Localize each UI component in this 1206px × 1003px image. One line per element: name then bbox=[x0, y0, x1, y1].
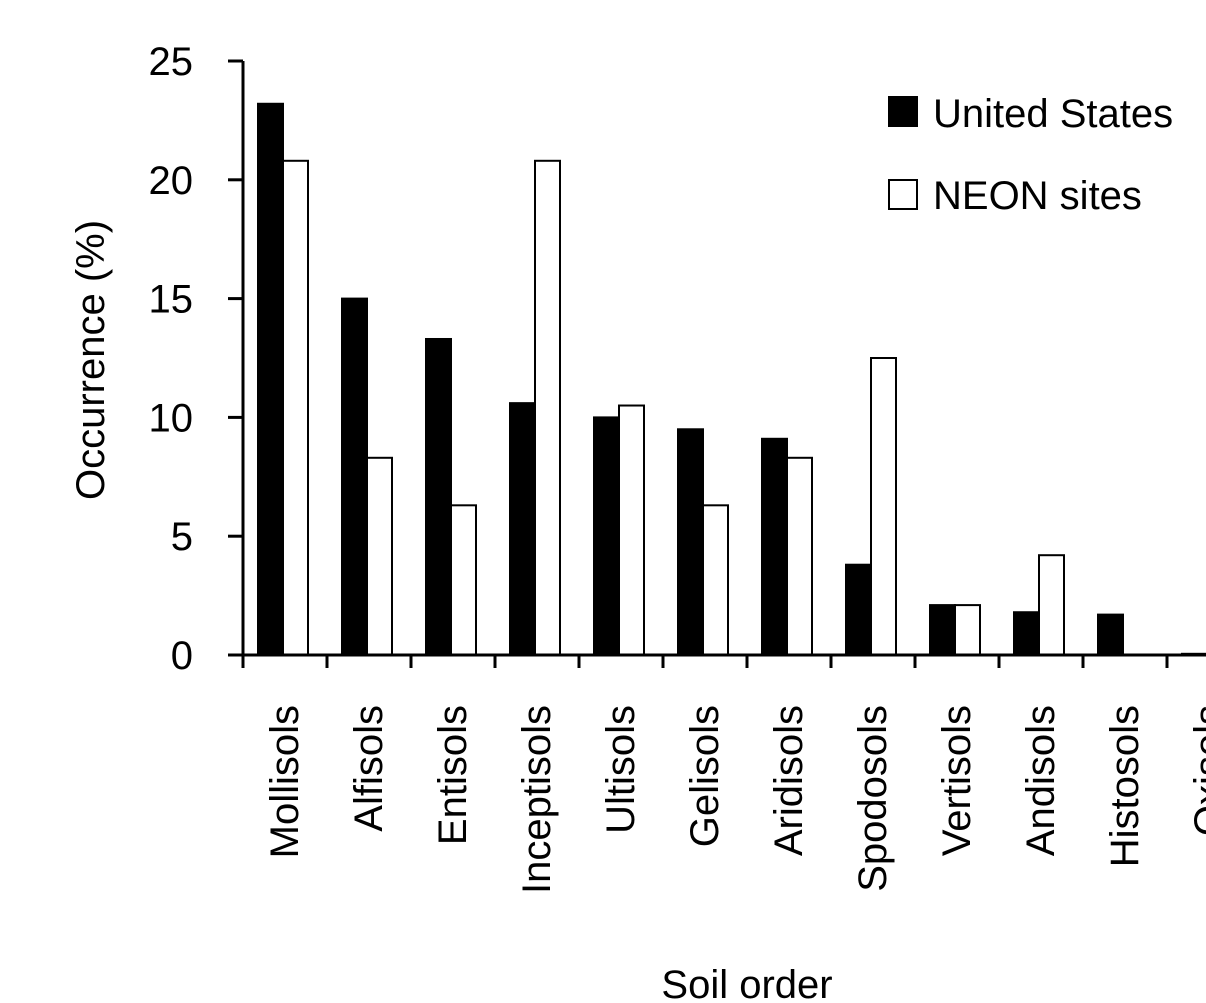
bar-united-states-vertisols bbox=[929, 604, 956, 657]
x-tick-label-inceptisols: Inceptisols bbox=[515, 705, 559, 894]
bar-united-states-histosols bbox=[1097, 613, 1124, 656]
legend-swatch-neon-sites bbox=[888, 179, 918, 210]
bar-neon-sites-entisols bbox=[450, 504, 477, 657]
bars bbox=[257, 102, 1206, 657]
y-tick-label: 5 bbox=[171, 515, 193, 559]
legend-swatch-united-states bbox=[888, 96, 918, 127]
bar-neon-sites-andisols bbox=[1038, 554, 1065, 657]
x-tick-label-spodosols: Spodosols bbox=[851, 705, 895, 892]
bar-united-states-entisols bbox=[425, 337, 452, 656]
x-tick-label-vertisols: Vertisols bbox=[935, 705, 979, 856]
y-tick-label: 20 bbox=[149, 159, 194, 203]
y-ticks: 0 5 10 15 20 25 bbox=[149, 40, 243, 678]
bar-united-states-inceptisols bbox=[509, 402, 536, 657]
bar-united-states-mollisols bbox=[257, 102, 284, 656]
bar-united-states-gelisols bbox=[677, 428, 704, 656]
x-tick-label-mollisols: Mollisols bbox=[263, 705, 307, 858]
bar-united-states-aridisols bbox=[761, 437, 788, 656]
x-tick-label-oxisols: Oxisols bbox=[1187, 705, 1206, 836]
x-tick-label-andisols: Andisols bbox=[1019, 705, 1063, 856]
bar-united-states-spodosols bbox=[845, 563, 872, 656]
x-tick-label-alfisols: Alfisols bbox=[347, 705, 391, 832]
axes bbox=[228, 61, 1206, 657]
bar-united-states-ultisols bbox=[593, 416, 620, 656]
bar-united-states-alfisols bbox=[341, 297, 368, 656]
bar-neon-sites-ultisols bbox=[618, 404, 645, 656]
y-axis-title: Occurrence (%) bbox=[69, 220, 113, 500]
legend-label-neon-sites: NEON sites bbox=[933, 174, 1142, 218]
x-tick-label-histosols: Histosols bbox=[1103, 705, 1147, 867]
bar-neon-sites-alfisols bbox=[366, 456, 393, 656]
x-tick-label-gelisols: Gelisols bbox=[683, 705, 727, 847]
bar-neon-sites-aridisols bbox=[786, 456, 813, 656]
y-tick-label: 25 bbox=[149, 40, 194, 84]
x-tick-label-entisols: Entisols bbox=[431, 705, 475, 845]
bar-neon-sites-vertisols bbox=[954, 604, 981, 657]
y-tick-label: 15 bbox=[149, 278, 194, 322]
x-axis-title: Soil order bbox=[661, 963, 832, 1003]
y-tick-label: 10 bbox=[149, 396, 194, 440]
bar-neon-sites-mollisols bbox=[282, 159, 309, 657]
x-tick-label-aridisols: Aridisols bbox=[767, 705, 811, 856]
legend-label-united-states: United States bbox=[933, 92, 1173, 136]
y-tick-label: 0 bbox=[171, 634, 193, 678]
x-tick-labels: Mollisols Alfisols Entisols Inceptisols Ulti… bbox=[263, 705, 1206, 894]
legend: United States NEON sites bbox=[888, 92, 1173, 218]
bar-united-states-andisols bbox=[1013, 611, 1040, 656]
x-ticks bbox=[241, 655, 1169, 668]
bar-neon-sites-spodosols bbox=[870, 357, 897, 656]
bar-neon-sites-inceptisols bbox=[534, 159, 561, 657]
bar-neon-sites-gelisols bbox=[702, 504, 729, 657]
x-tick-label-ultisols: Ultisols bbox=[599, 705, 643, 834]
